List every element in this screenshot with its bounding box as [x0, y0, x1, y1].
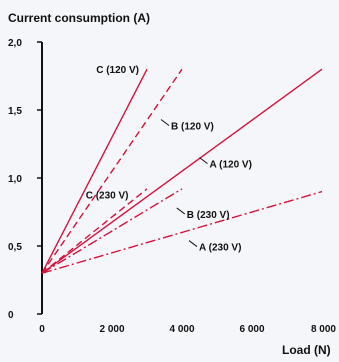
- y-tick-label: 1,0: [8, 174, 22, 185]
- series-leader: [199, 157, 208, 165]
- x-tick-label: 2 000: [99, 324, 124, 335]
- series-label: A (230 V): [199, 243, 241, 254]
- series-line: [41, 190, 323, 274]
- series-label: A (120 V): [210, 160, 252, 171]
- series-line: [41, 68, 323, 274]
- series-label: C (120 V): [96, 65, 139, 76]
- series-line: [41, 188, 183, 274]
- series-line: [41, 188, 148, 274]
- series-label: B (120 V): [171, 122, 214, 133]
- series-leader: [160, 119, 170, 126]
- x-tick-label: 0: [39, 324, 45, 335]
- y-tick-label: 1,5: [8, 106, 22, 117]
- y-tick-label: 0: [8, 310, 14, 321]
- series-line: [41, 68, 183, 274]
- y-axis-title: Current consumption (A): [8, 11, 150, 25]
- x-tick-label: 4 000: [169, 324, 194, 335]
- series-leader: [188, 240, 198, 247]
- series-label: C (230 V): [86, 190, 129, 201]
- y-tick-label: 0,5: [8, 242, 22, 253]
- series-line: [41, 68, 148, 274]
- series-leader: [176, 207, 186, 215]
- series-label: B (230 V): [187, 210, 230, 221]
- x-axis-title: Load (N): [282, 343, 331, 357]
- x-tick-label: 6 000: [239, 324, 264, 335]
- x-tick-label: 8 000: [311, 324, 336, 335]
- y-tick-label: 2,0: [8, 38, 22, 49]
